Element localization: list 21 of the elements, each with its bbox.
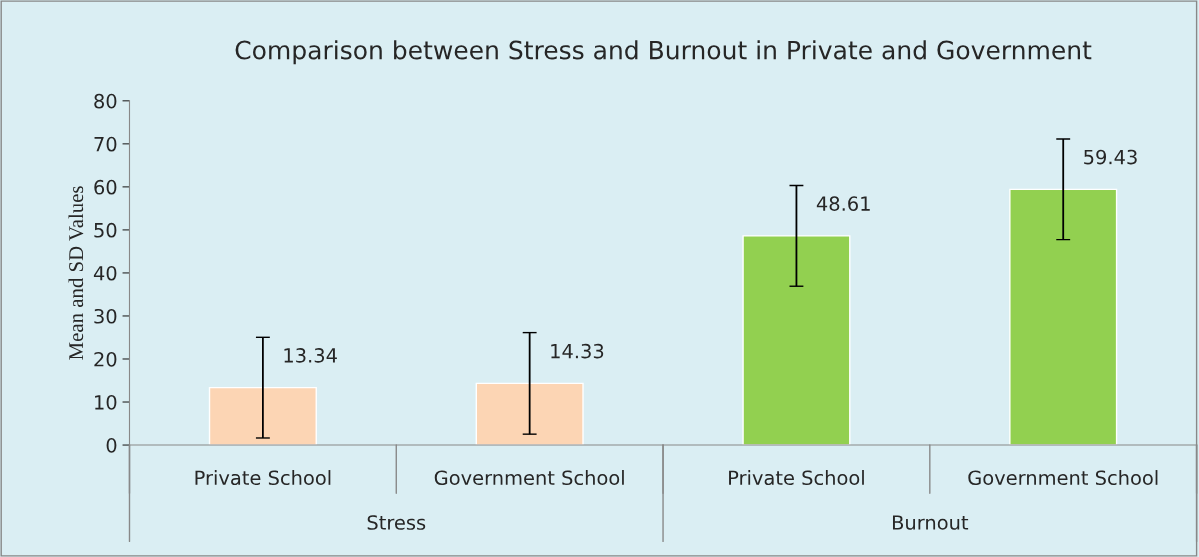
x-tick-label: Private School [729,470,864,486]
data-label: 13.34 [284,348,337,363]
y-tick-label: 10 [95,394,117,410]
data-label: 14.33 [551,343,604,359]
y-tick-label: 40 [93,265,117,281]
y-tick-label: 50 [94,222,117,238]
x-tick-label: Government School [434,470,624,486]
data-label: 59.43 [1084,149,1137,165]
data-label: 48.61 [816,196,870,211]
y-tick-label: 20 [94,351,117,367]
y-axis-title: Mean and SD Values [68,186,84,360]
text: Stress [367,515,426,530]
y-tick-label: 0 [106,438,117,453]
y-tick-label: 30 [94,308,117,324]
y-tick-label: 80 [94,93,117,109]
y-tick-label: 60 [94,179,117,195]
x-tick-label: Private School [195,470,331,486]
x-tick-label: Government School [968,470,1158,486]
chart-title: Comparison between Stress and Burnout in Private and Government [235,40,1092,65]
text: Burnout [892,515,969,530]
y-tick-label: 70 [94,136,117,152]
